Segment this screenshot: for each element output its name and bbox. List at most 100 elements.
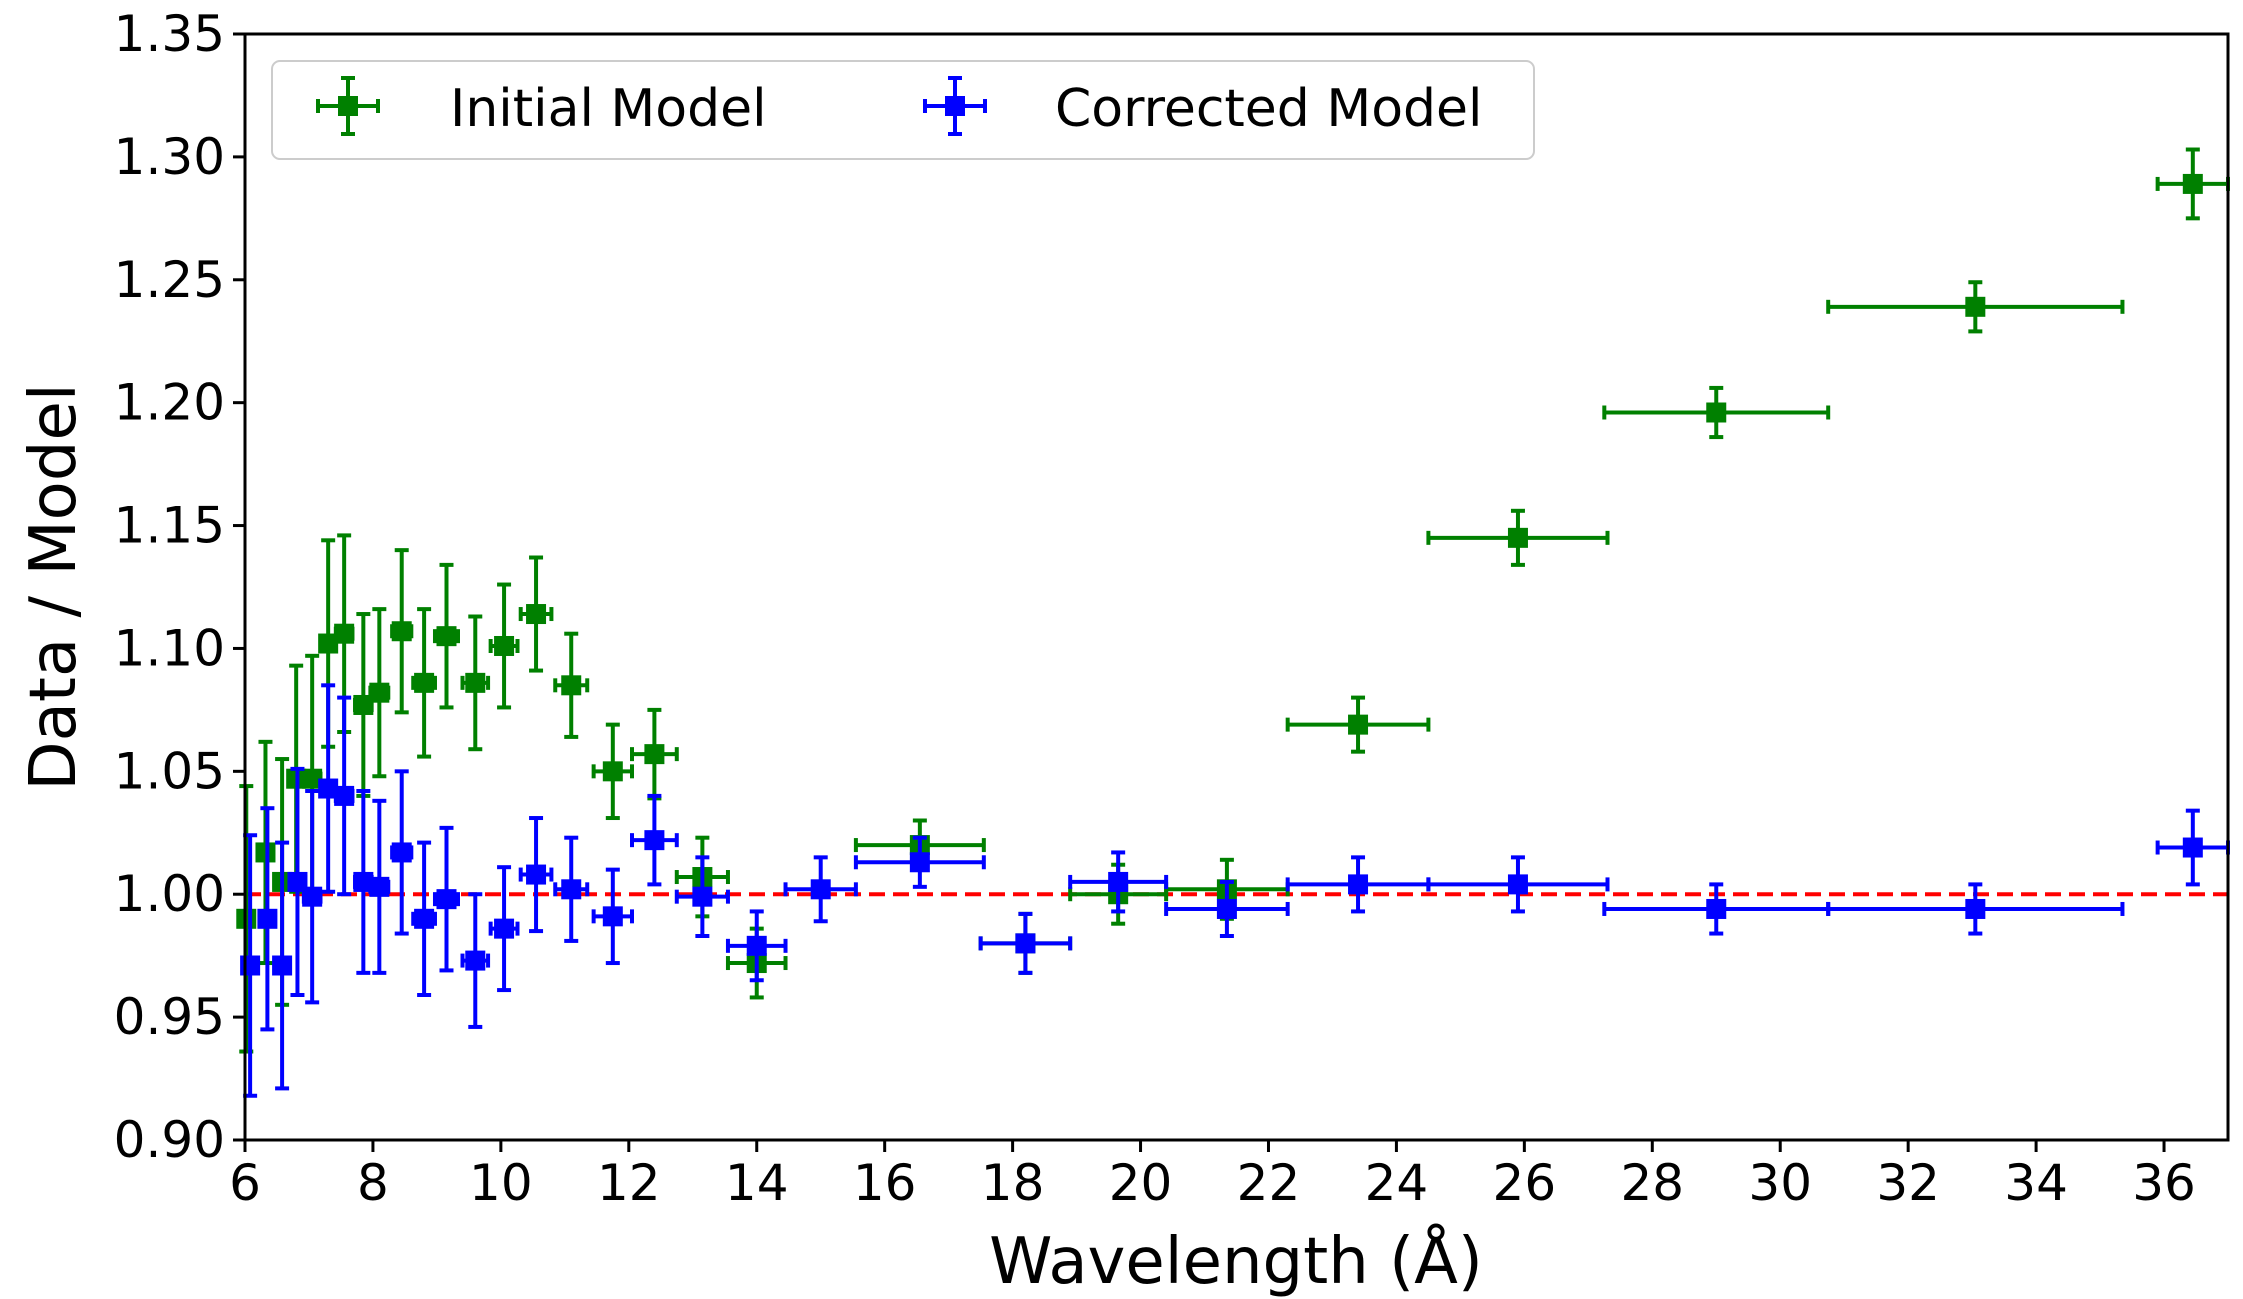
data-point: [518, 816, 554, 934]
square-marker: [1348, 874, 1369, 895]
square-marker: [494, 635, 515, 656]
square-marker: [2182, 837, 2203, 858]
square-marker: [465, 950, 486, 971]
series-layer: [236, 147, 2230, 1098]
data-point: [1602, 882, 1831, 936]
square-marker: [602, 761, 623, 782]
x-axis-ticks: 6 8 10 12 14 16 18 20 22 24 26 28 30 32 34 36: [229, 1140, 2196, 1212]
data-point: [1068, 850, 1169, 914]
square-marker: [436, 889, 457, 910]
data-point: [1602, 385, 1831, 440]
y-tick-label: 1.10: [114, 619, 225, 677]
square-marker: [2182, 173, 2203, 194]
y-tick-label: 0.95: [114, 988, 225, 1046]
legend-label-corrected-model: Corrected Model: [1055, 79, 1482, 139]
square-marker: [318, 778, 339, 799]
data-point: [1164, 879, 1290, 939]
y-tick-label: 1.20: [114, 374, 225, 432]
x-tick-label: 24: [1365, 1154, 1429, 1212]
data-point: [488, 582, 520, 710]
x-axis-label: Wavelength (Å): [989, 1223, 1483, 1299]
square-marker: [692, 886, 713, 907]
x-tick-label: 14: [725, 1154, 789, 1212]
x-tick-label: 6: [229, 1154, 261, 1212]
square-marker: [494, 918, 515, 939]
square-marker: [334, 623, 355, 644]
square-marker: [414, 672, 435, 693]
legend-marker-corrected-model: [923, 76, 987, 136]
data-point: [257, 806, 278, 1032]
legend-symbol: [316, 76, 380, 136]
data-point: [368, 607, 391, 779]
square-marker: [1507, 527, 1528, 548]
square-marker: [561, 675, 582, 696]
data-point: [240, 833, 261, 1098]
data-point: [411, 607, 437, 759]
data-point: [1426, 508, 1610, 567]
data-point: [432, 825, 461, 973]
legend-marker-initial-model: [316, 76, 380, 136]
data-point: [2155, 147, 2230, 221]
square-marker: [1965, 296, 1986, 317]
data-point: [725, 909, 788, 983]
data-point: [390, 769, 414, 936]
data-point: [783, 855, 858, 924]
x-tick-label: 20: [1109, 1154, 1173, 1212]
data-point: [674, 855, 730, 939]
square-marker: [338, 96, 358, 116]
square-marker: [1706, 402, 1727, 423]
square-marker: [391, 842, 412, 863]
legend-label-initial-model: Initial Model: [450, 79, 767, 139]
square-marker: [1965, 898, 1986, 919]
data-point: [301, 788, 323, 1005]
series-corrected-model: [240, 683, 2230, 1098]
square-marker: [465, 672, 486, 693]
square-marker: [1015, 933, 1036, 954]
data-point: [591, 722, 635, 821]
square-marker: [353, 694, 374, 715]
square-marker: [391, 621, 412, 642]
square-marker: [302, 886, 323, 907]
data-point: [333, 695, 355, 897]
y-tick-label: 0.90: [114, 1111, 225, 1169]
square-marker: [353, 871, 374, 892]
data-point: [460, 614, 491, 752]
square-marker: [414, 908, 435, 929]
square-marker: [909, 852, 930, 873]
square-marker: [1108, 871, 1129, 892]
x-tick-label: 32: [1876, 1154, 1940, 1212]
legend-box: [271, 60, 1535, 160]
x-tick-label: 28: [1620, 1154, 1684, 1212]
y-tick-label: 1.25: [114, 251, 225, 309]
y-tick-label: 1.35: [114, 5, 225, 63]
data-point: [553, 835, 590, 943]
data-point: [1285, 855, 1431, 914]
plot-frame: [243, 32, 2230, 1142]
data-point: [353, 612, 374, 798]
data-point: [1826, 882, 2125, 936]
square-marker: [318, 633, 339, 654]
data-point: [272, 840, 293, 1091]
data-point: [2155, 808, 2230, 887]
data-point: [460, 892, 491, 1029]
data-point: [853, 835, 986, 889]
data-point: [630, 793, 679, 887]
y-tick-label: 1.15: [114, 497, 225, 555]
y-tick-label: 1.30: [114, 128, 225, 186]
data-point: [630, 707, 679, 801]
data-point: [978, 911, 1073, 975]
square-marker: [644, 830, 665, 851]
x-tick-label: 34: [2004, 1154, 2068, 1212]
square-marker: [302, 768, 323, 789]
x-tick-label: 8: [357, 1154, 389, 1212]
x-tick-label: 36: [2132, 1154, 2196, 1212]
data-point: [553, 631, 590, 739]
square-marker: [1507, 874, 1528, 895]
data-point: [390, 548, 414, 715]
x-tick-label: 16: [853, 1154, 917, 1212]
data-point: [1285, 695, 1431, 754]
square-marker: [257, 908, 278, 929]
square-marker: [369, 876, 390, 897]
square-marker: [602, 906, 623, 927]
